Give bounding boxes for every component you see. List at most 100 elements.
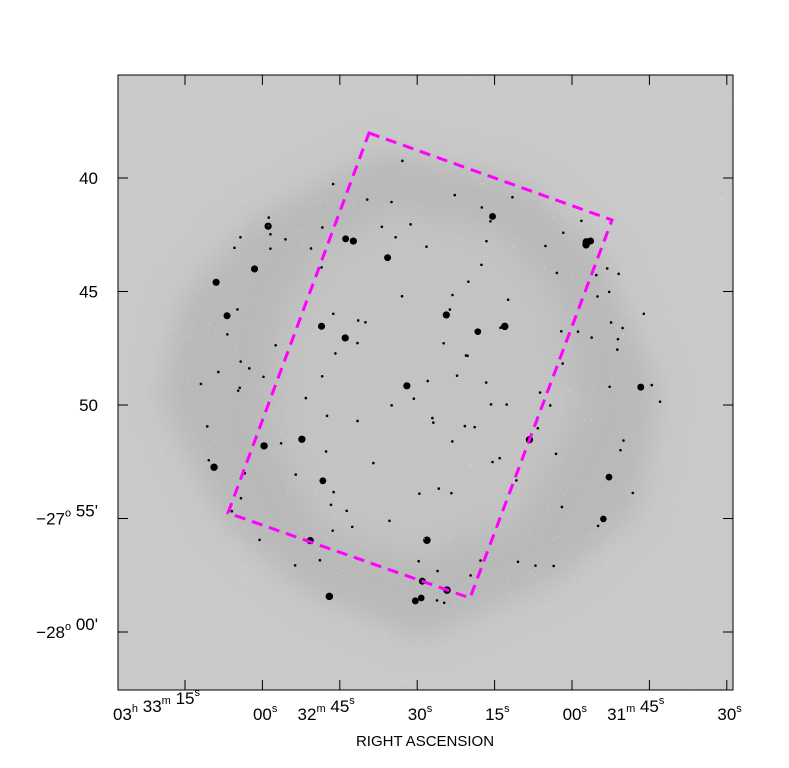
noise	[250, 297, 252, 299]
noise	[697, 674, 699, 676]
tick-unit: s	[349, 695, 355, 707]
star	[436, 569, 439, 573]
noise	[398, 95, 400, 97]
noise	[360, 335, 362, 337]
star	[536, 427, 540, 430]
star	[499, 326, 502, 330]
star	[334, 352, 337, 355]
noise	[657, 161, 659, 163]
noise	[167, 135, 169, 137]
noise	[643, 168, 645, 170]
star	[417, 594, 425, 602]
noise	[660, 522, 662, 524]
noise	[460, 440, 462, 442]
noise	[530, 572, 532, 574]
noise	[507, 447, 509, 449]
star	[294, 473, 298, 476]
noise	[655, 470, 657, 472]
noise	[591, 534, 593, 536]
star	[325, 592, 334, 601]
noise	[132, 603, 134, 605]
noise	[434, 461, 436, 463]
noise	[630, 200, 632, 202]
noise	[126, 581, 128, 583]
noise	[199, 603, 201, 605]
star	[388, 519, 391, 523]
tick-unit: o	[65, 621, 71, 633]
star	[298, 435, 306, 443]
noise	[379, 650, 381, 652]
noise	[664, 523, 666, 525]
noise	[141, 339, 143, 341]
star	[239, 236, 242, 239]
noise	[543, 642, 545, 644]
star	[230, 509, 234, 513]
star	[423, 536, 431, 545]
noise	[227, 209, 229, 211]
star	[489, 220, 492, 223]
star	[212, 278, 220, 286]
noise	[392, 340, 394, 342]
noise	[619, 349, 621, 351]
noise	[546, 333, 548, 335]
noise	[681, 524, 683, 526]
noise	[695, 110, 697, 112]
star	[594, 273, 598, 277]
noise	[400, 311, 402, 313]
noise	[667, 457, 669, 459]
noise	[543, 267, 545, 269]
noise	[326, 536, 328, 538]
tick-unit: s	[195, 687, 201, 699]
star	[605, 267, 609, 270]
star	[596, 295, 599, 298]
noise	[562, 410, 564, 412]
star	[350, 525, 354, 529]
star	[199, 382, 203, 386]
star	[473, 425, 476, 429]
noise	[604, 469, 606, 471]
star	[332, 490, 335, 494]
star	[480, 206, 484, 209]
noise	[525, 449, 527, 451]
noise	[698, 595, 700, 597]
noise	[427, 408, 429, 410]
noise	[412, 471, 414, 473]
star	[506, 298, 510, 302]
noise	[401, 586, 403, 588]
noise	[360, 450, 362, 452]
star	[431, 416, 434, 420]
star	[331, 312, 335, 316]
star	[400, 294, 404, 298]
noise	[665, 622, 667, 624]
noise	[554, 245, 556, 247]
star	[269, 247, 272, 250]
star	[451, 293, 454, 297]
noise	[144, 187, 146, 189]
noise	[707, 484, 709, 486]
noise	[195, 638, 197, 640]
noise	[523, 137, 525, 139]
noise	[717, 328, 719, 330]
noise	[578, 484, 580, 486]
noise	[616, 188, 618, 190]
noise	[429, 82, 431, 84]
noise	[712, 253, 714, 255]
noise	[536, 102, 538, 104]
tick-unit: s	[582, 703, 588, 715]
noise	[516, 457, 518, 459]
star	[269, 232, 272, 236]
noise	[384, 204, 386, 206]
tick-unit: s	[427, 703, 433, 715]
noise	[154, 626, 156, 628]
noise	[284, 161, 286, 163]
noise	[374, 666, 376, 668]
frame	[117, 74, 734, 691]
noise	[321, 474, 323, 476]
noise	[147, 368, 149, 370]
noise	[528, 530, 530, 532]
noise	[136, 429, 138, 431]
noise	[727, 228, 729, 230]
noise	[204, 598, 206, 600]
noise	[526, 115, 528, 117]
noise	[573, 135, 575, 137]
